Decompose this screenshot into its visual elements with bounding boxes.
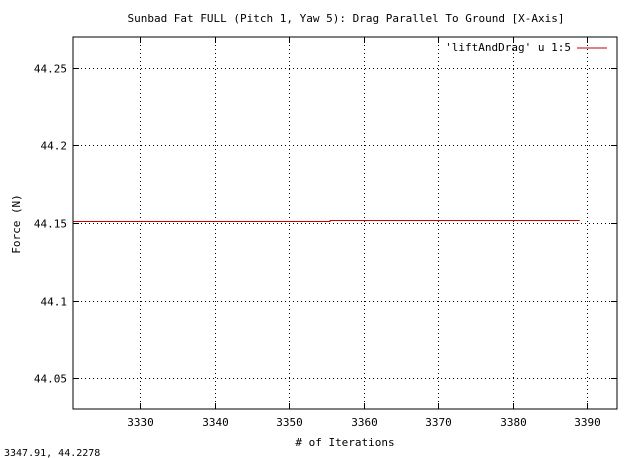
x-tick-label: 3330 (127, 416, 154, 429)
y-tick-label: 44.15 (34, 218, 67, 231)
y-tick-label: 44.05 (34, 373, 67, 386)
x-tick-label: 3360 (351, 416, 378, 429)
x-tick-label: 3350 (276, 416, 303, 429)
x-tick-label: 3370 (425, 416, 452, 429)
coordinate-readout: 3347.91, 44.2278 (4, 449, 101, 458)
y-tick-label: 44.1 (41, 296, 68, 309)
series-layer (73, 220, 580, 222)
x-tick-label: 3390 (574, 416, 601, 429)
y-tick-label: 44.2 (41, 140, 68, 153)
x-tick-label: 3340 (202, 416, 229, 429)
y-tick-label: 44.25 (34, 63, 67, 76)
axis-ticks: 3330 3340 3350 3360 3370 3380 3390 44.05 44.1 44.… (34, 37, 617, 429)
series-line (73, 220, 580, 222)
x-axis-label: # of Iterations (295, 436, 394, 449)
grid (73, 37, 617, 409)
x-tick-label: 3380 (500, 416, 527, 429)
legend-label: 'liftAndDrag' u 1:5 (445, 41, 571, 54)
y-axis-label: Force (N) (10, 194, 23, 254)
plot-frame (72, 36, 618, 410)
chart-title: Sunbad Fat FULL (Pitch 1, Yaw 5): Drag P… (127, 12, 564, 25)
legend: 'liftAndDrag' u 1:5 (445, 41, 607, 54)
